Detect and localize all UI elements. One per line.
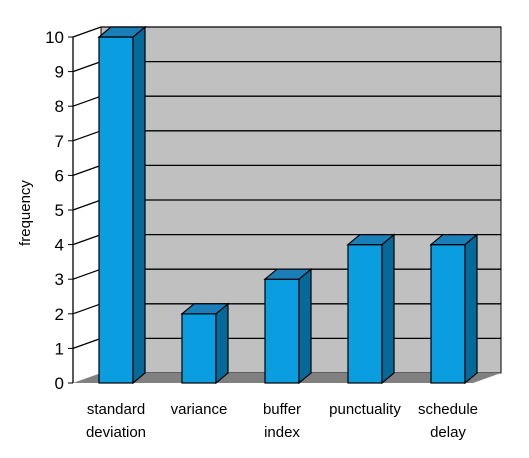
gridline-diagonal [72,60,102,73]
gridline-diagonal [72,233,102,246]
y-tick-label: 3 [55,270,64,289]
bar [180,302,230,385]
y-tick-label: 5 [55,201,64,220]
bar-side [464,233,478,385]
bar-front [264,278,300,384]
bar [97,25,147,385]
gridline-diagonal [72,130,102,142]
bar [429,233,479,385]
bar-front [98,36,134,384]
x-tick-label: buffer index [263,401,301,441]
gridline-diagonal [72,26,102,38]
bar-top [180,303,230,315]
gridline-diagonal [72,303,102,315]
x-axis-labels: standard deviation variance buffer index punc… [86,401,478,441]
gridline-diagonal [72,164,102,177]
y-tick-label: 10 [45,28,64,47]
bar-front [181,313,217,384]
bar-top [263,268,313,280]
y-axis-title: frequency [17,180,34,246]
bar-top [429,234,479,246]
x-tick-label: standard deviation [86,401,146,441]
x-tick-label: variance [171,401,228,418]
bar-top [346,234,396,246]
x-tick-label: punctuality [329,401,401,418]
y-tick-label: 6 [55,166,64,185]
gridline-diagonal [72,95,102,107]
gridline-diagonal [72,268,102,280]
bar-side [132,25,146,385]
bars [97,25,479,385]
bar [346,233,396,385]
bar-side [215,302,229,385]
y-tick-label: 7 [55,132,64,151]
y-tick-label: 0 [55,374,64,393]
bar-front [430,244,466,384]
y-axis: 0 1 2 3 4 5 6 7 8 9 10 [45,28,74,393]
bar-side [298,267,312,385]
y-tick-label: 8 [55,97,64,116]
y-tick-label: 4 [55,236,64,255]
y-tick-label: 1 [55,339,64,358]
x-tick-label: schedule delay [418,401,478,441]
gridline-diagonal [72,337,102,350]
y-tick-label: 2 [55,305,64,324]
bar-front [347,244,383,384]
bar-side [381,233,395,385]
y-tick-label: 9 [55,63,64,82]
bar-top [97,26,147,38]
bar [263,267,313,385]
gridline-diagonal [72,199,102,211]
